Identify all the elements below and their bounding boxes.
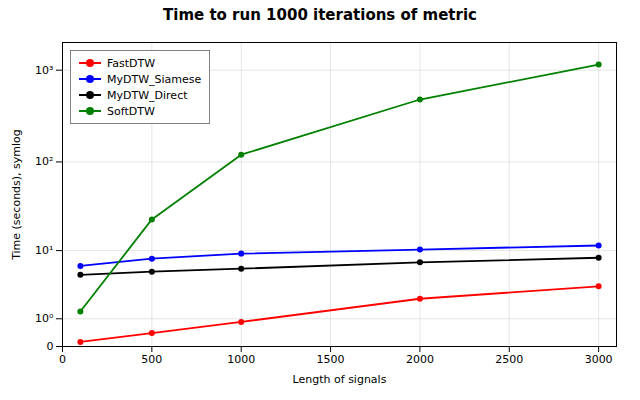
svg-text:3000: 3000: [585, 353, 613, 366]
svg-text:10¹: 10¹: [35, 244, 53, 257]
svg-text:0: 0: [59, 353, 66, 366]
html-text:SoftDTW: SoftDTW: [107, 104, 155, 118]
html-text:Time to run 1000 iterations of: Time to run 1000 iterations of metric: [163, 6, 477, 24]
svg-text:500: 500: [141, 353, 162, 366]
html-text:MyDTW_Siamese: MyDTW_Siamese: [107, 72, 202, 86]
svg-text:10⁰: 10⁰: [35, 312, 54, 325]
svg-text:Time (seconds), symlog: Time (seconds), symlog: [10, 129, 23, 261]
svg-text:10³: 10³: [35, 64, 53, 77]
html-text:FastDTW: FastDTW: [107, 56, 156, 70]
svg-text:Length of signals: Length of signals: [293, 373, 387, 386]
svg-text:1500: 1500: [317, 353, 345, 366]
svg-text:0: 0: [47, 340, 54, 353]
svg-text:1000: 1000: [227, 353, 255, 366]
html-text:MyDTW_Direct: MyDTW_Direct: [107, 88, 188, 102]
svg-text:2500: 2500: [495, 353, 523, 366]
svg-text:10²: 10²: [35, 155, 53, 168]
svg-text:2000: 2000: [406, 353, 434, 366]
